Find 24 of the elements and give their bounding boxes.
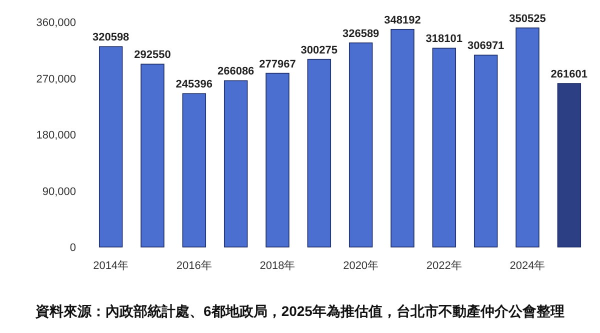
data-label: 245396 — [176, 78, 213, 91]
data-label: 300275 — [300, 44, 338, 56]
data-label: 306971 — [467, 40, 504, 52]
y-tick-label: 90,000 — [42, 186, 76, 198]
y-tick-label: 270,000 — [36, 73, 76, 86]
data-label: 277967 — [259, 58, 296, 70]
y-tick-label: 360,000 — [36, 17, 76, 29]
x-tick-label: 2022年 — [426, 260, 462, 272]
data-label: 326589 — [342, 28, 380, 40]
source-note: 資料來源：內政部統計處、6都地政局，2025年為推估值，台北市不動產仲介公會整理 — [34, 303, 564, 319]
data-label: 350525 — [509, 12, 546, 25]
x-tick-label: 2016年 — [176, 260, 212, 272]
data-label: 318101 — [426, 33, 463, 46]
data-label: 320598 — [92, 32, 130, 44]
x-tick-label: 2014年 — [93, 260, 129, 272]
data-label: 292550 — [134, 49, 171, 62]
data-label: 266086 — [217, 66, 254, 78]
x-tick-label: 2024年 — [510, 260, 546, 272]
data-label: 261601 — [550, 68, 588, 80]
x-tick-label: 2018年 — [260, 260, 296, 272]
y-tick-label: 0 — [70, 242, 76, 254]
x-tick-label: 2020年 — [343, 260, 379, 272]
y-tick-label: 180,000 — [36, 130, 76, 142]
data-label: 348192 — [384, 14, 421, 26]
